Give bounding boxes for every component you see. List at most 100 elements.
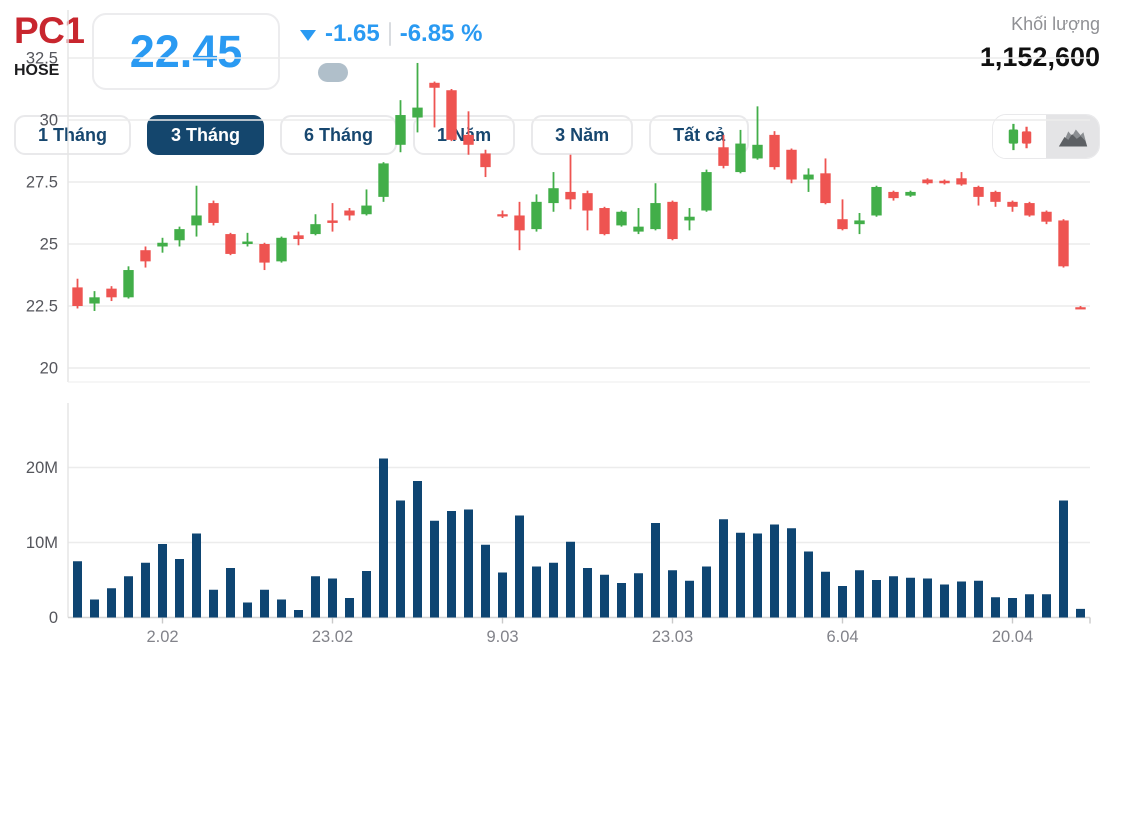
volume-bar	[464, 509, 473, 618]
price-change: -1.65	[325, 20, 380, 47]
price-axis-label: 22.5	[26, 298, 58, 316]
volume-axis-label: 20M	[26, 459, 58, 477]
candle-up	[310, 224, 321, 235]
volume-bar	[124, 576, 133, 618]
price-axis-label: 32.5	[26, 50, 58, 68]
volume-label: Khối lượng	[1011, 14, 1100, 34]
candle-down	[106, 288, 117, 298]
price-change-percent: -6.85 %	[399, 20, 483, 47]
exchange-name: HOSE	[14, 62, 60, 79]
volume-bar	[413, 481, 422, 618]
volume-bar	[226, 568, 235, 618]
volume-bar	[634, 573, 643, 618]
candle-down	[344, 210, 355, 216]
volume-bar	[277, 599, 286, 618]
volume-bar	[1025, 594, 1034, 618]
volume-value: 1,152,600	[979, 42, 1100, 72]
header: PC1 HOSE 22.45 -1.65 -6.85 % Khối lượng …	[0, 0, 1121, 100]
candle-down	[565, 191, 576, 200]
candle-up	[123, 270, 134, 298]
x-axis-label: 2.02	[146, 628, 178, 646]
candle-down	[327, 220, 338, 223]
candle-down	[956, 178, 967, 185]
volume-bar	[1042, 594, 1051, 618]
candle-up	[191, 215, 202, 226]
candle-down	[718, 147, 729, 166]
volume-bar	[481, 544, 490, 618]
x-axis-label: 20.04	[992, 628, 1033, 646]
tab-1-thang[interactable]: 1 Tháng	[14, 115, 132, 155]
tab-3-nam[interactable]: 3 Năm	[531, 115, 634, 155]
volume-bar	[923, 578, 932, 618]
x-axis-label: 23.02	[312, 628, 353, 646]
volume-bar	[651, 523, 660, 618]
volume-bar	[311, 576, 320, 618]
tab-tat-ca[interactable]: Tất cả	[649, 115, 750, 155]
candle-down	[293, 235, 304, 240]
current-price: 22.45	[129, 25, 243, 77]
candle-up	[633, 226, 644, 232]
x-axis-label: 9.03	[486, 628, 518, 646]
volume-bar	[107, 588, 116, 618]
volume-bar	[158, 544, 167, 618]
x-axis-label: 23.03	[652, 628, 693, 646]
status-pill	[318, 63, 348, 82]
volume-bar	[753, 533, 762, 618]
candle-down	[463, 134, 474, 145]
candle-down	[1041, 211, 1052, 222]
tab-6-thang[interactable]: 6 Tháng	[280, 115, 398, 155]
volume-bar	[192, 533, 201, 618]
volume-bar	[668, 570, 677, 618]
candle-down	[769, 134, 780, 168]
candle-down	[888, 191, 899, 199]
volume-bar	[260, 589, 269, 618]
candle-down	[667, 201, 678, 240]
candlestick-view-button[interactable]	[993, 115, 1046, 158]
candle-down	[1024, 203, 1035, 216]
volume-bar	[209, 589, 218, 618]
candle-up	[616, 211, 627, 226]
volume-bar	[617, 583, 626, 618]
candle-down	[837, 219, 848, 230]
candle-down	[225, 234, 236, 254]
volume-bar	[498, 572, 507, 618]
candle-up	[854, 220, 865, 225]
candle-up	[905, 191, 916, 196]
time-range-tabs: 1 Tháng 3 Tháng 6 Tháng 1 Năm 3 Năm Tất …	[14, 115, 750, 155]
candle-up	[276, 237, 287, 262]
price-change-row: -1.65 -6.85 %	[300, 20, 482, 48]
volume-bar	[294, 610, 303, 618]
stock-chart[interactable]: 32.5 30 27.5 25 22.5 20 20M 10M 0 2.02 23.02 9.03 23…	[0, 0, 1121, 650]
volume-bar	[855, 570, 864, 618]
candle-up	[89, 297, 100, 304]
volume-bar	[379, 458, 388, 618]
candle-up	[548, 188, 559, 204]
volume-bar	[821, 571, 830, 618]
candle-down	[1058, 220, 1069, 267]
chart-type-toggle	[992, 114, 1100, 159]
volume-bar	[396, 500, 405, 618]
tab-3-thang[interactable]: 3 Tháng	[147, 115, 265, 155]
volume-bar	[974, 580, 983, 618]
volume-axis-label: 0	[49, 609, 58, 627]
ticker-symbol: PC1	[14, 10, 85, 51]
current-price-box: 22.45	[92, 13, 280, 90]
volume-bar	[719, 519, 728, 618]
volume-bar	[549, 562, 558, 618]
volume-bar	[1059, 500, 1068, 618]
down-arrow-icon	[300, 29, 316, 41]
candle-up	[157, 242, 168, 247]
candle-down	[922, 179, 933, 184]
volume-bar	[532, 566, 541, 618]
candle-down	[140, 250, 151, 262]
candle-down	[72, 287, 83, 306]
candle-down	[208, 203, 219, 223]
volume-bar	[243, 602, 252, 618]
area-view-button[interactable]	[1046, 115, 1099, 158]
volume-bar	[566, 541, 575, 618]
volume-bar	[889, 576, 898, 618]
candle-down	[599, 208, 610, 235]
change-divider	[388, 22, 391, 46]
price-axis-label: 30	[40, 112, 58, 130]
candle-up	[752, 144, 763, 159]
